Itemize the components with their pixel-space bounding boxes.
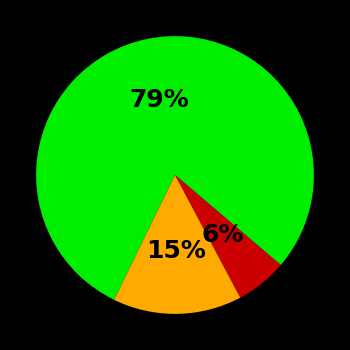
Text: 6%: 6% [202,223,244,246]
Wedge shape [36,36,314,300]
Wedge shape [114,175,240,314]
Text: 15%: 15% [146,239,206,264]
Wedge shape [175,175,281,298]
Text: 79%: 79% [130,88,189,112]
